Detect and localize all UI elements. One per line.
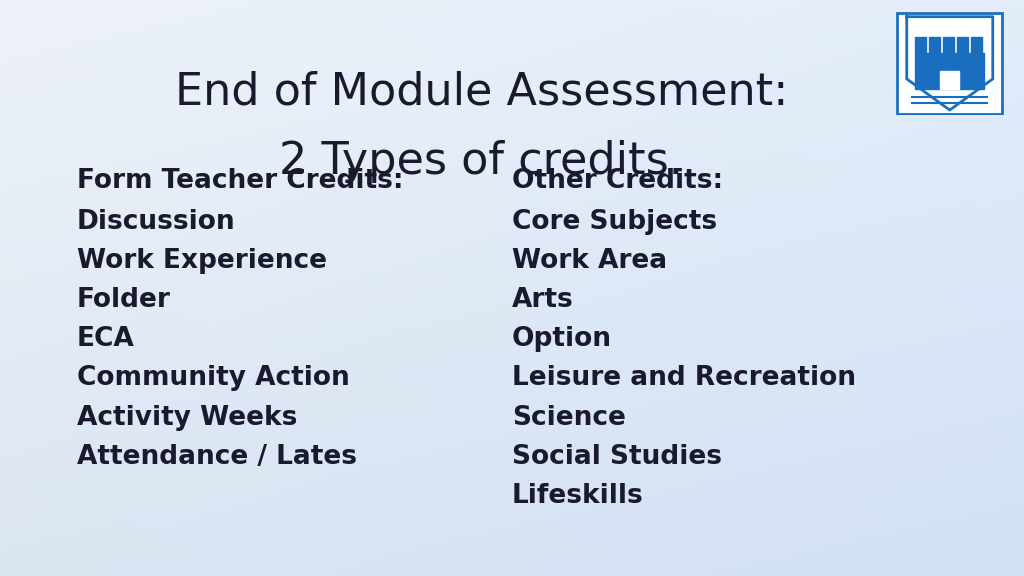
Text: Activity Weeks: Activity Weeks <box>77 404 297 431</box>
Text: Folder: Folder <box>77 287 171 313</box>
Text: Community Action: Community Action <box>77 365 349 392</box>
Bar <box>957 37 968 53</box>
Text: ECA: ECA <box>77 326 134 353</box>
Bar <box>930 37 940 53</box>
Text: Attendance / Lates: Attendance / Lates <box>77 444 356 470</box>
Text: Form Teacher Credits:: Form Teacher Credits: <box>77 168 403 195</box>
Bar <box>915 37 926 53</box>
Text: 2 Types of credits.: 2 Types of credits. <box>280 140 683 183</box>
Polygon shape <box>907 17 993 110</box>
Text: Leisure and Recreation: Leisure and Recreation <box>512 365 856 392</box>
Bar <box>915 53 984 89</box>
Text: Social Studies: Social Studies <box>512 444 722 470</box>
Text: Option: Option <box>512 326 612 353</box>
Text: Lifeskills: Lifeskills <box>512 483 644 509</box>
Text: Science: Science <box>512 404 626 431</box>
Text: Work Experience: Work Experience <box>77 248 327 274</box>
Text: End of Module Assessment:: End of Module Assessment: <box>175 71 787 113</box>
Text: Discussion: Discussion <box>77 209 236 235</box>
Bar <box>943 37 954 53</box>
Bar <box>940 71 959 89</box>
Text: Work Area: Work Area <box>512 248 667 274</box>
Text: Core Subjects: Core Subjects <box>512 209 717 235</box>
Bar <box>971 37 982 53</box>
Text: Arts: Arts <box>512 287 573 313</box>
Text: Other Credits:: Other Credits: <box>512 168 723 195</box>
